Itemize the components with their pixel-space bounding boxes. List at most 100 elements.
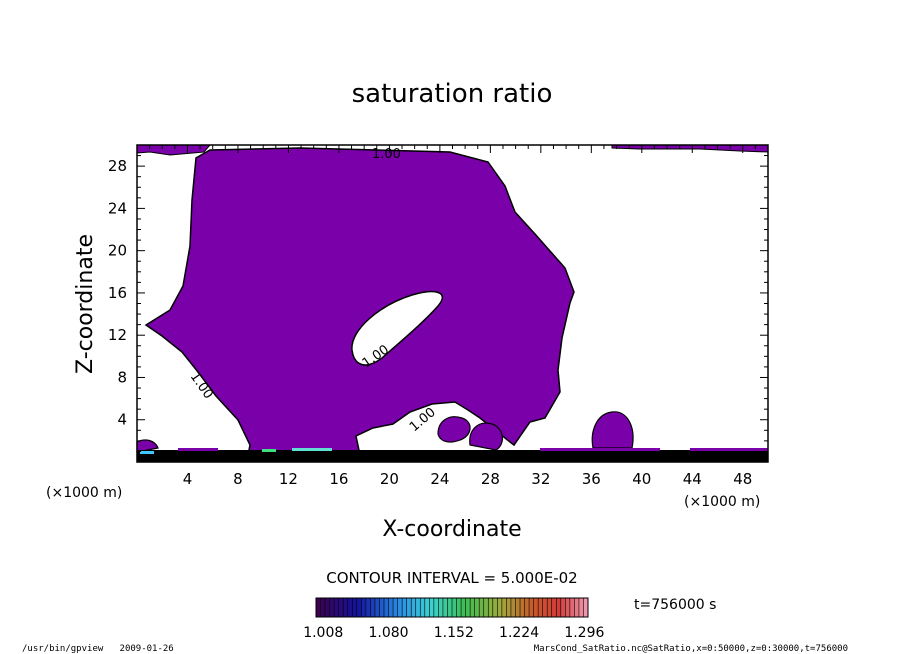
colorbar-segment — [465, 598, 471, 617]
colorbar-segment — [556, 598, 561, 617]
colorbar-segment — [515, 598, 520, 617]
colorbar-segment — [397, 598, 403, 617]
colorbar-segment — [560, 598, 566, 617]
colorbar-segment — [542, 598, 548, 617]
x-tick-label: 20 — [380, 470, 399, 488]
colorbar-segment — [429, 598, 434, 617]
colorbar-segment — [365, 598, 371, 617]
colorbar-tick-label: 1.152 — [434, 625, 474, 641]
x-axis: 4 8 12 16 20 24 28 32 36 40 44 48 — [149, 145, 756, 488]
x-tick-label: 32 — [531, 470, 550, 488]
surface-green-1 — [262, 449, 276, 452]
colorbar-segment — [533, 598, 539, 617]
x-unit-right: (×1000 m) — [684, 494, 760, 510]
colorbar-segment — [583, 598, 588, 617]
surface-cyan-2 — [292, 448, 332, 451]
colorbar-segment — [352, 598, 357, 617]
colorbar-segment — [370, 598, 375, 617]
blob-40km — [591, 411, 634, 449]
colorbar-segment — [361, 598, 366, 617]
y-tick-label: 24 — [108, 199, 127, 217]
y-axis-label: Z-coordinate — [73, 234, 98, 374]
colorbar-segment — [565, 598, 570, 617]
x-tick-label: 4 — [183, 470, 193, 488]
time-label: t=756000 s — [634, 597, 716, 613]
colorbar-segment — [501, 598, 507, 617]
surface-cyan-1 — [140, 451, 154, 454]
y-tick-label: 8 — [117, 368, 127, 386]
colorbar-segment — [415, 598, 421, 617]
colorbar-tick-labels: 1.008 1.080 1.152 1.224 1.296 — [303, 625, 604, 641]
y-tick-label: 16 — [108, 284, 127, 302]
colorbar-segment — [347, 598, 353, 617]
colorbar-segment — [320, 598, 326, 617]
colorbar-segment — [488, 598, 493, 617]
colorbar — [315, 598, 588, 617]
colorbar-segment — [424, 598, 430, 617]
colorbar-segment — [510, 598, 516, 617]
colorbar-tick-label: 1.080 — [368, 625, 408, 641]
surface-layer — [137, 450, 768, 462]
x-tick-label: 36 — [582, 470, 601, 488]
colorbar-tick-label: 1.296 — [564, 625, 604, 641]
colorbar-segment — [569, 598, 575, 617]
colorbar-segment — [411, 598, 416, 617]
colorbar-segment — [420, 598, 425, 617]
colorbar-segment — [402, 598, 407, 617]
blob-28km — [469, 422, 503, 451]
x-tick-label: 28 — [481, 470, 500, 488]
surface-purple-1 — [178, 448, 218, 451]
colorbar-tick-label: 1.224 — [499, 625, 539, 641]
footer-left: /usr/bin/gpview 2009-01-26 — [22, 644, 174, 654]
y-tick-label: 20 — [108, 242, 127, 260]
contour-interval: CONTOUR INTERVAL = 5.000E-02 — [326, 569, 577, 587]
colorbar-segment — [433, 598, 439, 617]
colorbar-segment — [551, 598, 557, 617]
colorbar-segment — [461, 598, 466, 617]
y-tick-label: 4 — [117, 411, 127, 429]
colorbar-segment — [442, 598, 448, 617]
colorbar-segment — [538, 598, 543, 617]
colorbar-segment — [474, 598, 480, 617]
colorbar-segment — [497, 598, 502, 617]
colorbar-segment — [329, 598, 335, 617]
colorbar-segment — [524, 598, 530, 617]
colorbar-segment — [578, 598, 584, 617]
colorbar-segment — [393, 598, 398, 617]
y-axis: 4 8 12 16 20 24 28 — [108, 155, 768, 452]
x-tick-label: 40 — [632, 470, 651, 488]
colorbar-segment — [316, 598, 321, 617]
colorbar-segment — [379, 598, 384, 617]
surface-purple-3 — [690, 448, 768, 451]
colorbar-segment — [325, 598, 330, 617]
colorbar-segment — [334, 598, 339, 617]
y-tick-label: 28 — [108, 157, 127, 175]
colorbar-segment — [356, 598, 362, 617]
supersaturation-region — [144, 147, 575, 456]
subsaturated-hole — [351, 290, 444, 366]
x-tick-label: 16 — [329, 470, 348, 488]
colorbar-segment — [388, 598, 394, 617]
x-tick-label: 24 — [430, 470, 449, 488]
chart-title: saturation ratio — [352, 79, 553, 109]
colorbar-frame — [315, 597, 589, 618]
x-tick-label: 48 — [733, 470, 752, 488]
surface-purple-2 — [540, 448, 660, 451]
colorbar-segment — [506, 598, 511, 617]
x-axis-label: X-coordinate — [382, 517, 521, 542]
blob-26km — [437, 416, 471, 443]
footer-right: MarsCond_SatRatio.nc@SatRatio,x=0:50000,… — [534, 644, 848, 654]
colorbar-segment — [470, 598, 475, 617]
y-tick-label: 12 — [108, 326, 127, 344]
x-tick-label: 44 — [683, 470, 702, 488]
plot-area: 1.00 1.00 1.00 1.00 — [136, 144, 769, 463]
colorbar-segment — [384, 598, 389, 617]
colorbar-segment — [338, 598, 344, 617]
contour-label-top: 1.00 — [372, 147, 401, 162]
colorbar-segment — [479, 598, 484, 617]
colorbar-segment — [452, 598, 457, 617]
x-unit-left: (×1000 m) — [46, 485, 122, 501]
colorbar-segment — [343, 598, 348, 617]
colorbar-segment — [447, 598, 452, 617]
